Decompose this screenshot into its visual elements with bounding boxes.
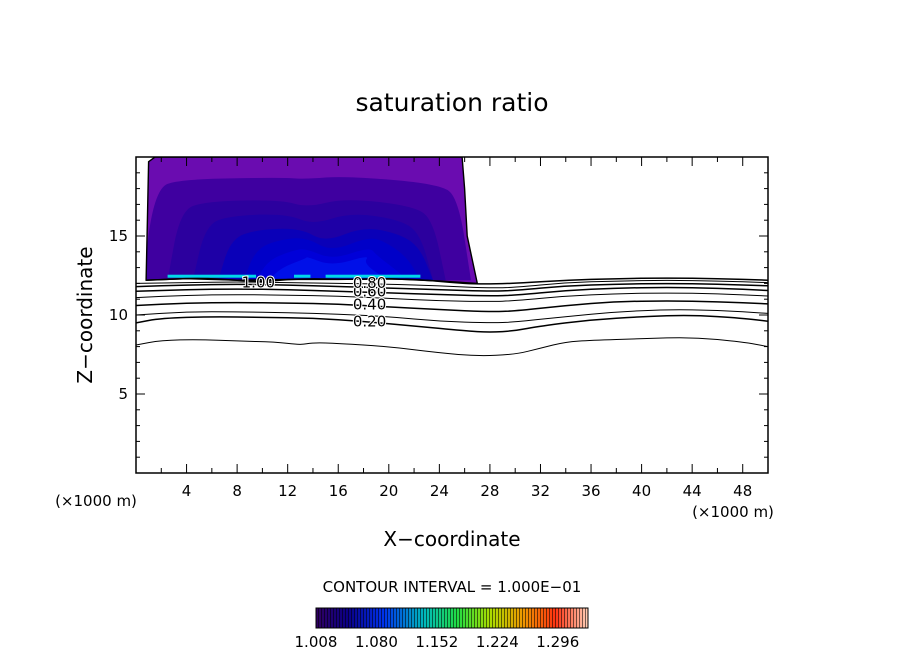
contour-label-4: 0.40 — [353, 296, 386, 314]
contour-label-2: 0.20 — [353, 313, 386, 331]
x-axis-label: X−coordinate — [383, 527, 520, 551]
z-unit-label: (×1000 m) — [55, 492, 137, 510]
contour-line-8 — [136, 279, 768, 289]
colorbar-frame — [315, 607, 589, 629]
contour-line-1 — [136, 337, 768, 357]
bright-streak-1 — [167, 274, 257, 278]
contour-lines — [136, 277, 768, 357]
colorbar-tick-label: 1.224 — [476, 633, 519, 651]
x-tick-label: 24 — [430, 482, 449, 500]
contour-labels: 0.200.400.600.80 1.00 — [241, 272, 388, 331]
colorbar-tick-label: 1.152 — [415, 633, 458, 651]
contour-label-7: 0.80 — [353, 274, 386, 292]
contour-line-3 — [136, 309, 768, 324]
bright-streak-3 — [325, 274, 421, 278]
bright-streak-2 — [294, 274, 311, 278]
contour-line-4 — [136, 300, 768, 313]
x-tick-label: 48 — [733, 482, 752, 500]
colorbar-tick-label: 1.008 — [295, 633, 338, 651]
x-tick-label: 44 — [683, 482, 702, 500]
x-unit-label: (×1000 m) — [692, 503, 774, 521]
y-tick-label: 5 — [118, 385, 128, 403]
contour-label-6: 0.60 — [353, 283, 386, 301]
x-tick-label: 36 — [581, 482, 600, 500]
supersaturated-fill — [146, 157, 478, 284]
colorbar: 1.008 1.080 1.152 1.224 1.296 — [295, 607, 589, 651]
colorbar-tick-labels: 1.008 1.080 1.152 1.224 1.296 — [295, 633, 580, 651]
contour-line-9 — [146, 277, 768, 285]
contour-line-7 — [136, 282, 768, 292]
x-axis-ticks: 4 8 12 16 20 24 28 32 36 40 44 48 — [160, 157, 752, 500]
y-axis-ticks: 5 10 15 — [109, 172, 768, 458]
contour-label-9: 1.00 — [242, 273, 275, 291]
x-tick-label: 28 — [480, 482, 499, 500]
colorbar-tick-label: 1.296 — [536, 633, 579, 651]
fill-layer-7 — [268, 257, 396, 281]
x-tick-label: 32 — [531, 482, 550, 500]
contour-interval-label: CONTOUR INTERVAL = 1.000E−01 — [323, 578, 582, 596]
x-tick-label: 40 — [632, 482, 651, 500]
x-tick-label: 20 — [379, 482, 398, 500]
contour-line-6 — [136, 286, 768, 297]
colorbar-stripes — [316, 608, 588, 628]
contour-line-2 — [136, 314, 768, 333]
y-axis-label: Z−coordinate — [73, 246, 97, 383]
x-tick-label: 8 — [232, 482, 242, 500]
colorbar-tick-label: 1.080 — [355, 633, 398, 651]
contour-line-5 — [136, 292, 768, 302]
x-tick-label: 16 — [329, 482, 348, 500]
y-tick-label: 15 — [109, 227, 128, 245]
x-tick-label: 4 — [182, 482, 192, 500]
x-tick-label: 12 — [278, 482, 297, 500]
y-tick-label: 10 — [109, 306, 128, 324]
chart-title: saturation ratio — [355, 88, 548, 117]
supersaturated-region — [145, 157, 479, 285]
